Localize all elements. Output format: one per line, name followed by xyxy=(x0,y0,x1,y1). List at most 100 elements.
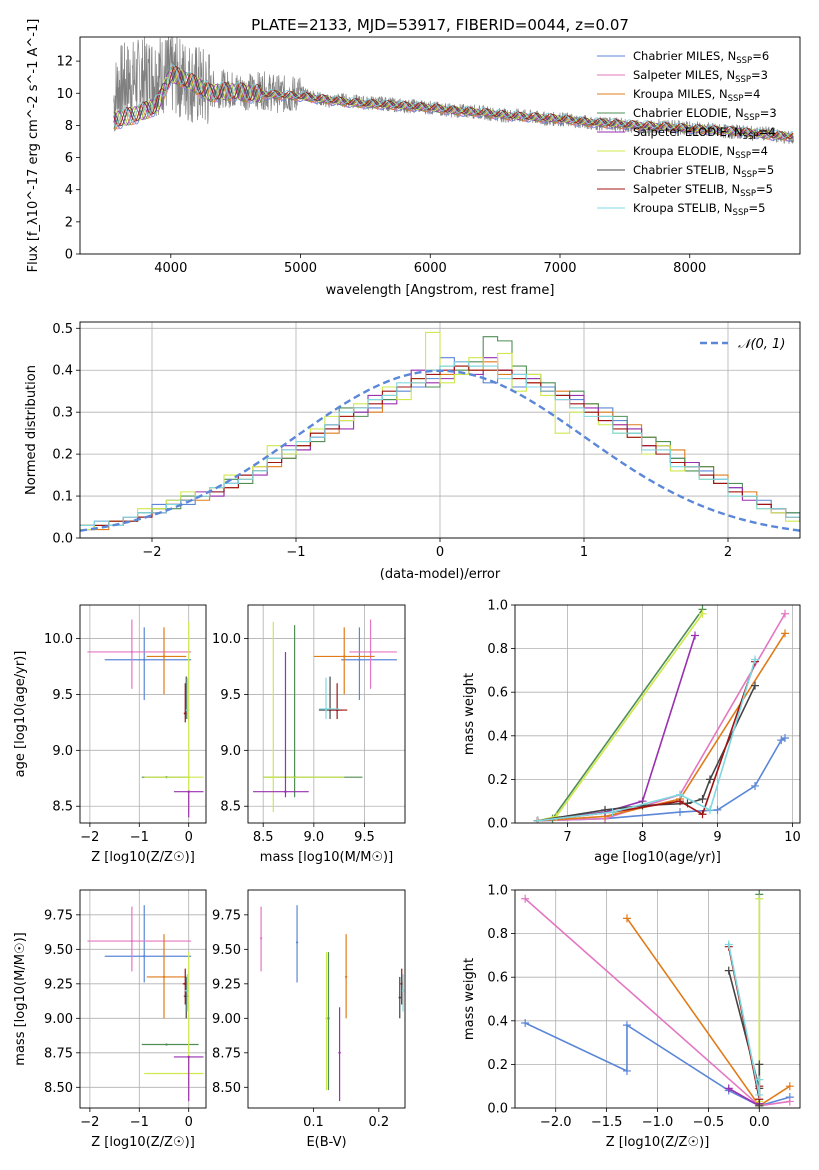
x-axis-label: Z [log10(Z/Z☉)] xyxy=(606,1135,710,1150)
y-tick-label: 10 xyxy=(56,87,73,102)
x-tick-label: 8000 xyxy=(673,261,706,276)
x-tick-label: 1 xyxy=(580,545,588,560)
y-axis-label: Normed distribution xyxy=(24,365,39,495)
x-tick-label: −0.5 xyxy=(693,1115,725,1130)
y-tick-label: 9.25 xyxy=(212,977,241,992)
y-tick-label: 8.75 xyxy=(44,1046,73,1061)
series-marker xyxy=(755,1090,764,1099)
series-line xyxy=(537,685,756,822)
legend-label: Salpeter STELIB, NSSP=5 xyxy=(633,182,773,199)
y-tick-label: 8.5 xyxy=(52,800,73,815)
legend-nssp-eq: = xyxy=(748,201,758,215)
x-tick-label: 10 xyxy=(784,830,801,845)
legend-nssp-value: 4 xyxy=(768,125,775,139)
series-marker xyxy=(521,1018,530,1027)
x-tick-label: 5000 xyxy=(284,261,317,276)
x-axis-label: Z [log10(Z/Z☉)] xyxy=(91,1135,195,1150)
y-tick-label: 9.5 xyxy=(220,688,241,703)
data-point xyxy=(358,658,361,661)
series-marker xyxy=(698,810,707,819)
series-marker xyxy=(698,795,707,804)
y-tick-label: 2 xyxy=(65,215,73,230)
legend-nssp-prefix: , N xyxy=(719,68,735,82)
x-tick-label: −1.5 xyxy=(591,1115,623,1130)
x-tick-label: 9.0 xyxy=(303,830,324,845)
legend-label: Kroupa MILES, NSSP=4 xyxy=(633,87,760,104)
data-point xyxy=(324,707,328,711)
legend-nssp-eq: = xyxy=(751,144,761,158)
legend-nssp-prefix: , N xyxy=(728,106,744,120)
series-marker xyxy=(724,940,733,949)
panel-mass-vs-ebv: 0.1 0.2 8.50 8.75 9.00 9.25 9.50 9.75 E(B-V) xyxy=(212,889,406,1150)
series-marker xyxy=(676,790,684,799)
y-tick-label: 0.2 xyxy=(487,773,508,788)
series-marker xyxy=(751,655,759,664)
series-marker xyxy=(608,808,617,817)
legend-nssp-value: 5 xyxy=(767,163,774,177)
legend-nssp-prefix: , N xyxy=(720,49,736,63)
legend-nssp-value: 3 xyxy=(769,106,776,120)
legend-nssp-eq: = xyxy=(760,106,770,120)
series-line xyxy=(537,608,704,822)
series-line xyxy=(537,635,696,822)
panel-residuals: −2 −1 0 1 2 0.0 0.1 0.2 0.3 0.4 0.5 𝒩(0, 1) (data-mo… xyxy=(24,321,801,582)
x-tick-label: −1 xyxy=(286,545,305,560)
series-marker xyxy=(521,894,530,903)
data-point xyxy=(344,975,348,979)
axes-frame xyxy=(514,604,801,824)
data-point xyxy=(259,937,263,940)
legend-nssp-prefix: , N xyxy=(725,163,741,177)
panel-mass-vs-z: −2 −1 0 8.50 8.75 9.00 9.25 9.50 9.75 Z [log10(Z/… xyxy=(13,889,207,1150)
x-tick-label: −2.0 xyxy=(540,1115,572,1130)
series-marker xyxy=(713,805,722,814)
x-tick-label: 8.5 xyxy=(253,830,274,845)
gridlines xyxy=(515,604,800,824)
y-tick-label: 0.4 xyxy=(487,729,508,744)
panel-age-vs-mass: 8.5 9.0 9.5 8.5 9.0 9.5 10.0 mass [log10(M/M☉)] xyxy=(212,604,406,865)
data-point xyxy=(398,996,401,999)
y-tick-label: 0.4 xyxy=(52,364,73,379)
y-tick-label: 9.0 xyxy=(52,744,73,759)
y-tick-label: 9.0 xyxy=(220,744,241,759)
axes-frame xyxy=(79,36,801,255)
x-axis-label: age [log10(age/yr)] xyxy=(594,850,721,865)
x-tick-label: −2 xyxy=(142,545,161,560)
legend-nssp-sub: SSP xyxy=(733,208,749,218)
data-point xyxy=(343,655,346,658)
x-tick-label: 0.2 xyxy=(368,1115,389,1130)
plot-area xyxy=(521,890,794,1108)
y-tick-label: 0.6 xyxy=(487,686,508,701)
residual-histogram xyxy=(80,357,800,531)
legend-nssp-sub: SSP xyxy=(736,56,752,66)
legend-nssp-eq: = xyxy=(751,68,761,82)
series-marker xyxy=(622,1021,631,1030)
legend-model-name: Kroupa STELIB xyxy=(633,201,717,215)
residual-histogram xyxy=(80,361,800,526)
y-tick-label: 8 xyxy=(65,119,73,134)
data-point xyxy=(284,790,287,793)
y-tick-label: 6 xyxy=(65,151,73,166)
x-tick-label: −2 xyxy=(80,1115,99,1130)
legend-nssp-sub: SSP xyxy=(728,94,744,104)
series-marker xyxy=(751,681,759,690)
data-point xyxy=(325,1017,328,1020)
x-tick-label: 0 xyxy=(185,830,193,845)
plot-area xyxy=(533,605,789,823)
x-tick-label: 7 xyxy=(563,830,571,845)
legend-nssp-prefix: , N xyxy=(717,201,733,215)
x-tick-label: 4000 xyxy=(154,261,187,276)
x-axis-label: wavelength [Angstrom, rest frame] xyxy=(326,283,555,298)
series-marker xyxy=(755,1060,764,1069)
plot-area xyxy=(80,331,800,532)
series-marker xyxy=(785,1097,794,1106)
legend-nssp-value: 5 xyxy=(766,182,773,196)
legend-nssp-value: 3 xyxy=(761,68,768,82)
series-marker xyxy=(533,816,542,823)
legend-nssp-eq: = xyxy=(757,163,767,177)
x-tick-label: −1.0 xyxy=(642,1115,674,1130)
legend-nssp-sub: SSP xyxy=(740,189,756,199)
series-marker xyxy=(622,914,631,923)
series-marker xyxy=(777,736,786,745)
legend-nssp-value: 5 xyxy=(758,201,765,215)
